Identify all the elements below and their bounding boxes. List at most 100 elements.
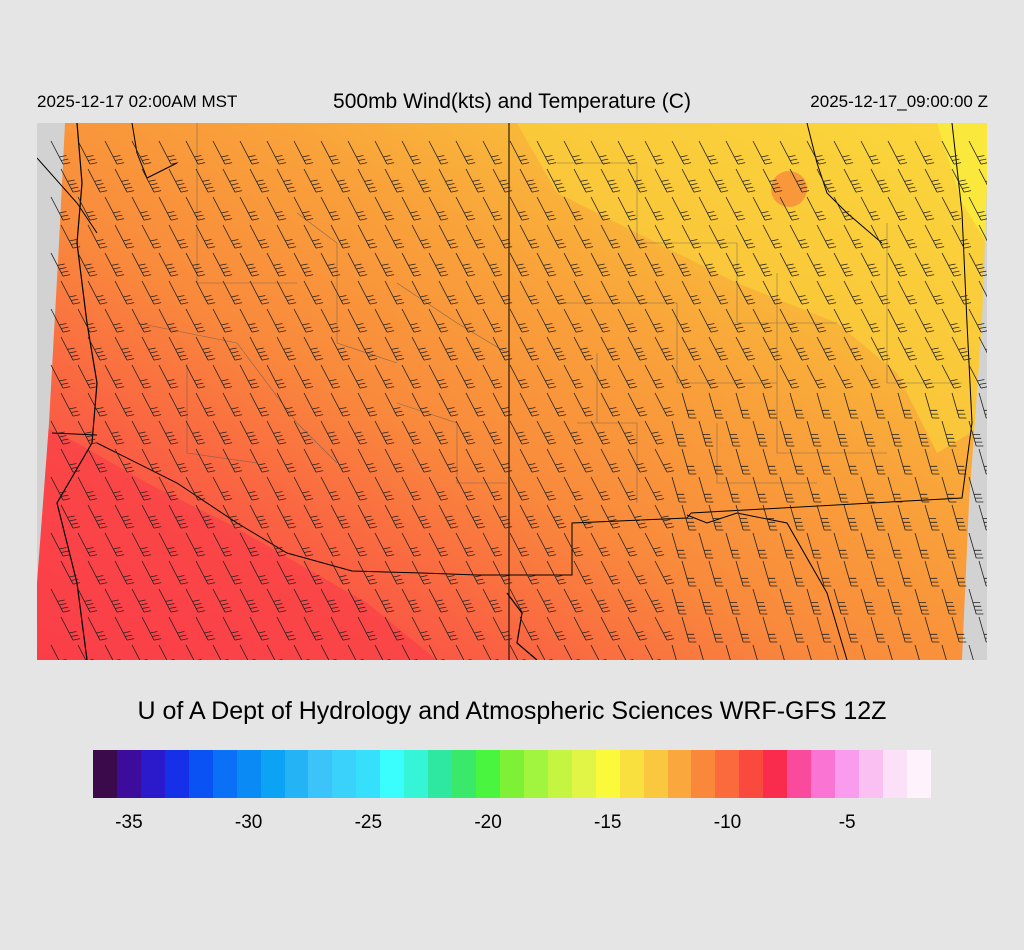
wind-barb (941, 252, 962, 277)
wind-barb (249, 616, 270, 641)
wind-barb (492, 392, 513, 417)
wind-barb (428, 532, 449, 557)
wind-barb (114, 504, 135, 529)
wind-barb (654, 224, 675, 249)
wind-barb (833, 532, 849, 559)
wind-barb (870, 504, 886, 531)
colorbar-swatch (284, 750, 309, 798)
wind-barb (50, 252, 71, 277)
wind-barb (249, 448, 270, 473)
colorbar-swatch (835, 750, 859, 798)
wind-barb (708, 448, 724, 475)
wind-barb (914, 476, 930, 503)
wind-barb (212, 588, 233, 613)
wind-barb (816, 392, 832, 419)
wind-barb (978, 336, 987, 354)
colorbar-swatch (93, 750, 117, 798)
wind-barb (627, 224, 648, 249)
wind-barb (752, 140, 773, 165)
wind-barb (482, 252, 503, 277)
wind-barb (104, 420, 125, 445)
wind-barb (914, 308, 935, 333)
wind-barb (762, 224, 783, 249)
colorbar-swatch (260, 750, 285, 798)
wind-barb (698, 252, 719, 277)
wind-barb (536, 252, 557, 277)
wind-barb (833, 644, 839, 660)
wind-barb (330, 504, 351, 529)
wind-barb (708, 336, 729, 361)
wind-barb (276, 448, 297, 473)
wind-barb (276, 560, 297, 585)
wind-barb (293, 532, 314, 557)
wind-barb (671, 140, 692, 165)
wind-barb (546, 616, 567, 641)
map-title: 500mb Wind(kts) and Temperature (C) (333, 90, 691, 113)
wind-barb (185, 420, 206, 445)
wind-barb (303, 560, 324, 585)
wind-barb (897, 392, 913, 419)
wind-barb (698, 588, 714, 615)
wind-barb (951, 616, 967, 643)
wind-barb (401, 420, 422, 445)
wind-barb (573, 336, 594, 361)
wind-barb (978, 616, 987, 643)
wind-barb (465, 168, 486, 193)
wind-barb (860, 476, 876, 503)
wind-barb (806, 196, 827, 221)
wind-barb (968, 308, 987, 333)
wind-barb (428, 140, 449, 165)
wind-barb (185, 308, 206, 333)
wind-barb (519, 392, 540, 417)
wind-barb (708, 616, 724, 643)
wind-barb (941, 532, 957, 559)
wind-barb (887, 308, 908, 333)
wind-barb (465, 336, 486, 361)
wind-barb (941, 644, 947, 660)
wind-barb (401, 532, 422, 557)
colorbar-swatch (739, 750, 764, 798)
wind-barb (573, 504, 594, 529)
wind-barb (536, 588, 557, 613)
wind-barb (978, 224, 987, 242)
wind-barb (590, 476, 611, 501)
wind-barb (276, 336, 297, 361)
colorbar-swatch (164, 750, 189, 798)
wind-barb (60, 448, 81, 473)
wind-barb (978, 448, 987, 475)
wind-barb (563, 588, 584, 613)
wind-barb (752, 420, 768, 447)
wind-barb (806, 252, 827, 277)
wind-barb (131, 364, 152, 389)
wind-barb (114, 560, 135, 585)
wind-barb (735, 448, 751, 475)
colorbar-tick-label: -30 (234, 812, 263, 833)
wind-barb (104, 476, 125, 501)
wind-barb (681, 560, 697, 587)
wind-barb (330, 336, 351, 361)
wind-barb (698, 364, 719, 389)
wind-barb (168, 448, 189, 473)
wind-barb (77, 140, 98, 165)
wind-barb (141, 224, 162, 249)
wind-barb (644, 252, 665, 277)
wind-barb (914, 252, 935, 277)
wind-barb (347, 532, 368, 557)
colorbar-swatch (404, 750, 429, 798)
wind-barb (924, 448, 940, 475)
wind-barb (401, 140, 422, 165)
wind-barb (681, 392, 697, 419)
wind-barb (168, 280, 189, 305)
wind-barb (77, 252, 98, 277)
wind-barb (725, 308, 746, 333)
wind-barb (303, 280, 324, 305)
wind-barb (779, 252, 800, 277)
wind-barb (482, 420, 503, 445)
wind-barb (735, 392, 751, 419)
wind-barb (887, 588, 903, 615)
wind-barb (266, 308, 287, 333)
wind-barb (222, 168, 243, 193)
wind-barb (320, 476, 341, 501)
wind-barb (104, 196, 125, 221)
wind-barb (708, 280, 729, 305)
